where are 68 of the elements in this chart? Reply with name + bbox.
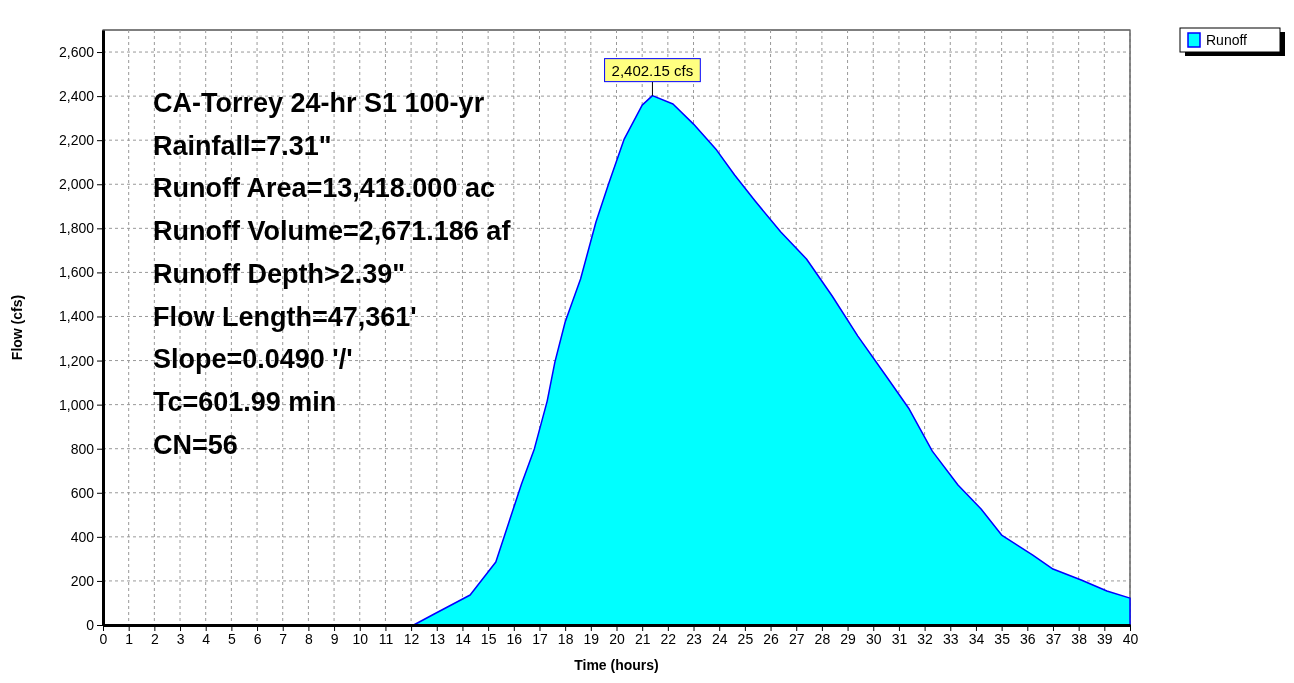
x-tick-label: 2 [150,630,159,647]
x-tick-label: 36 [1020,630,1036,647]
x-tick-label: 38 [1071,630,1088,647]
annotation: CN=56 [153,429,238,460]
x-tick-label: 32 [917,630,934,647]
x-tick-label: 24 [711,630,728,647]
x-tick-label: 16 [506,630,523,647]
x-tick-label: 20 [609,630,625,647]
x-tick-label: 10 [352,630,369,647]
annotation: 2,402.15 cfs [611,61,694,79]
x-tick-label: 12 [403,630,420,647]
x-tick-label: 14 [455,630,471,647]
x-tick-label: 28 [814,630,831,647]
x-tick-label: 5 [227,630,236,647]
x-tick-label: 37 [1045,630,1062,647]
x-tick-label: 31 [891,630,908,647]
y-tick-label: 1,400 [58,308,95,325]
annotation: Flow Length=47,361' [153,301,417,332]
x-tick-label: 39 [1097,630,1113,647]
x-tick-label: 18 [557,630,574,647]
x-axis-title: Time (hours) [574,657,659,673]
x-tick-label: 15 [480,630,497,647]
x-tick-label: 21 [634,630,651,647]
y-axis-title: Flow (cfs) [9,294,25,361]
x-tick-label: 34 [968,630,985,647]
legend-label: Runoff [1206,32,1248,48]
y-tick-label: 1,000 [58,396,95,413]
x-tick-label: 6 [253,630,262,647]
x-tick-label: 29 [840,630,857,647]
y-tick-label: 200 [70,572,95,589]
y-tick-label: 800 [70,440,95,457]
y-tick-label: 2,400 [58,88,95,105]
x-tick-label: 25 [737,630,754,647]
annotation: Rainfall=7.31" [153,130,332,161]
x-tick-label: 35 [994,630,1011,647]
annotation: CA-Torrey 24-hr S1 100-yr [153,88,485,118]
y-tick-label: 1,600 [58,264,95,281]
x-tick-label: 9 [330,630,339,647]
x-tick-label: 30 [865,630,882,647]
y-tick-label: 0 [86,616,95,633]
annotation: Runoff Volume=2,671.186 af [153,216,512,247]
x-tick-label: 27 [788,630,805,647]
annotation: Runoff Depth>2.39" [153,258,406,289]
y-tick-label: 400 [70,528,95,545]
x-tick-label: 7 [279,630,288,647]
x-tick-label: 13 [429,630,446,647]
annotation: Tc=601.99 min [153,386,337,417]
x-tick-label: 8 [305,630,313,647]
annotation: Slope=0.0490 '/' [153,344,353,375]
x-tick-label: 26 [763,630,780,647]
x-tick-label: 17 [532,630,548,647]
x-tick-label: 1 [125,630,134,647]
x-tick-label: 22 [660,630,677,647]
x-tick-label: 40 [1122,630,1139,647]
x-tick-label: 19 [583,630,600,647]
x-tick-label: 3 [176,630,185,647]
y-tick-label: 600 [70,484,95,501]
y-tick-label: 2,600 [58,44,95,61]
x-tick-label: 0 [99,630,108,647]
y-tick-label: 2,000 [58,176,95,193]
x-tick-label: 4 [202,630,211,647]
y-tick-label: 1,800 [58,220,95,237]
y-tick-label: 1,200 [58,352,95,369]
annotation: Runoff Area=13,418.000 ac [153,173,495,204]
x-tick-label: 33 [942,630,959,647]
x-tick-label: 11 [378,630,394,647]
x-tick-label: 23 [686,630,703,647]
y-tick-label: 2,200 [58,132,95,149]
